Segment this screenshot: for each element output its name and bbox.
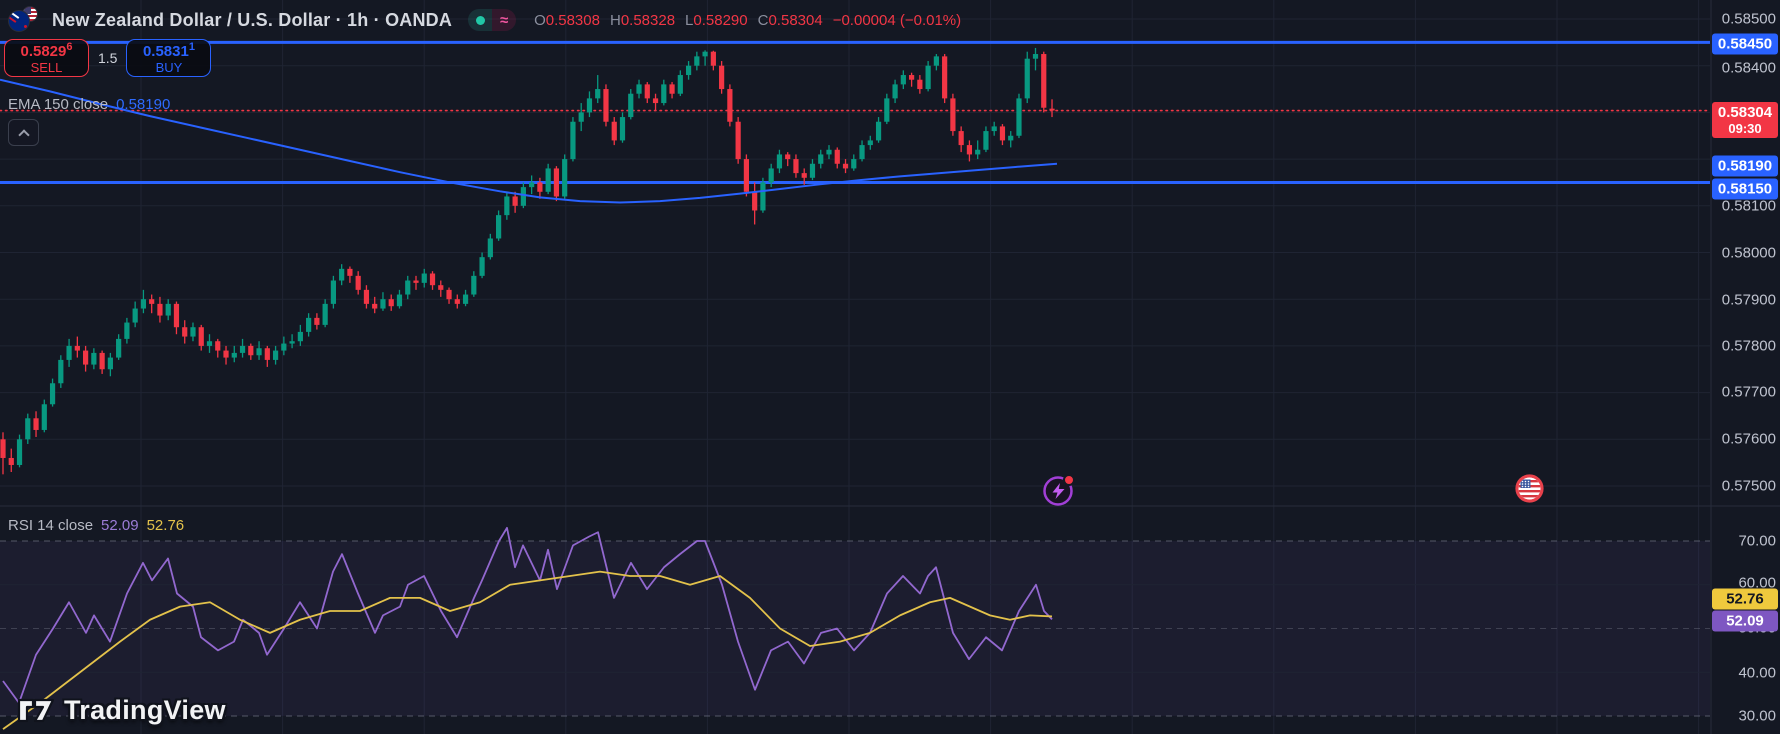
price-level-badge[interactable]: 0.58190 bbox=[1712, 155, 1778, 177]
rsi-ma-value-badge[interactable]: 52.76 bbox=[1712, 588, 1778, 610]
axis-tick-label: 0.58500 bbox=[1721, 10, 1776, 28]
axis-tick-label: 0.58100 bbox=[1721, 197, 1776, 215]
current-price-badge[interactable]: 0.58304 09:30 bbox=[1712, 102, 1778, 138]
price-level-badge[interactable]: 0.58450 bbox=[1712, 33, 1778, 55]
price-level-badge[interactable]: 0.58150 bbox=[1712, 178, 1778, 200]
watermark-text: TradingView bbox=[64, 694, 226, 725]
axis-tick-label: 0.57800 bbox=[1721, 337, 1776, 355]
us-flag-round-icon bbox=[1518, 477, 1541, 500]
change-value: −0.00004 (−0.01%) bbox=[832, 11, 962, 29]
symbol-logo[interactable] bbox=[8, 6, 42, 34]
notification-dot bbox=[1063, 474, 1075, 486]
trade-panel: 0.58296 SELL 1.5 0.58311 BUY bbox=[4, 39, 212, 77]
axis-tick-label: 60.00 bbox=[1738, 574, 1776, 592]
tradingview-logo-icon bbox=[17, 698, 55, 723]
ema-legend[interactable]: EMA 150 close 0.58190 bbox=[8, 96, 171, 113]
close-value: 0.58304 bbox=[768, 11, 823, 29]
axis-tick-label: 0.57600 bbox=[1721, 430, 1776, 448]
open-value: 0.58308 bbox=[545, 11, 600, 29]
rsi-value-badge[interactable]: 52.09 bbox=[1712, 610, 1778, 632]
axis-tick-label: 0.58000 bbox=[1721, 244, 1776, 262]
nz-flag-icon bbox=[8, 10, 30, 32]
sell-button[interactable]: 0.58296 SELL bbox=[4, 39, 89, 77]
axis-tick-label: 30.00 bbox=[1738, 707, 1776, 725]
rsi-legend[interactable]: RSI 14 close 52.09 52.76 bbox=[8, 517, 185, 534]
rsi-value: 52.09 bbox=[101, 517, 139, 534]
ohlc-readout: O0.58308 H0.58328 L0.58290 C0.58304 −0.0… bbox=[534, 11, 962, 29]
symbol-title[interactable]: New Zealand Dollar / U.S. Dollar · 1h · … bbox=[52, 9, 453, 30]
axis-tick-label: 0.57900 bbox=[1721, 291, 1776, 309]
collapse-pane-button[interactable] bbox=[8, 119, 39, 146]
rsi-ma-value: 52.76 bbox=[146, 517, 185, 534]
buy-button[interactable]: 0.58311 BUY bbox=[126, 39, 212, 77]
tradingview-watermark[interactable]: TradingView bbox=[16, 694, 226, 726]
axis-tick-label: 0.57700 bbox=[1721, 383, 1776, 401]
chevron-up-icon bbox=[18, 129, 30, 141]
axis-tick-label: 40.00 bbox=[1738, 664, 1776, 682]
high-value: 0.58328 bbox=[620, 11, 676, 29]
delayed-data-icon: ≈ bbox=[492, 9, 517, 31]
ema-value: 0.58190 bbox=[116, 96, 171, 113]
economic-event-icon[interactable] bbox=[1040, 470, 1078, 508]
lightning-icon bbox=[1052, 483, 1065, 499]
market-status[interactable]: ≈ bbox=[468, 9, 517, 31]
axis-tick-label: 70.00 bbox=[1738, 532, 1776, 550]
market-open-icon bbox=[468, 9, 493, 31]
spread-value: 1.5 bbox=[98, 50, 118, 66]
axis-tick-label: 0.57500 bbox=[1721, 477, 1776, 495]
symbol-header: New Zealand Dollar / U.S. Dollar · 1h · … bbox=[8, 6, 961, 34]
us-news-event-icon[interactable] bbox=[1514, 473, 1545, 504]
axis-tick-label: 0.58400 bbox=[1721, 59, 1776, 77]
price-scale-axis[interactable]: 0.58500 0.58400 0.58100 0.58000 0.57900 0.578… bbox=[1712, 0, 1780, 734]
low-value: 0.58290 bbox=[693, 11, 748, 29]
